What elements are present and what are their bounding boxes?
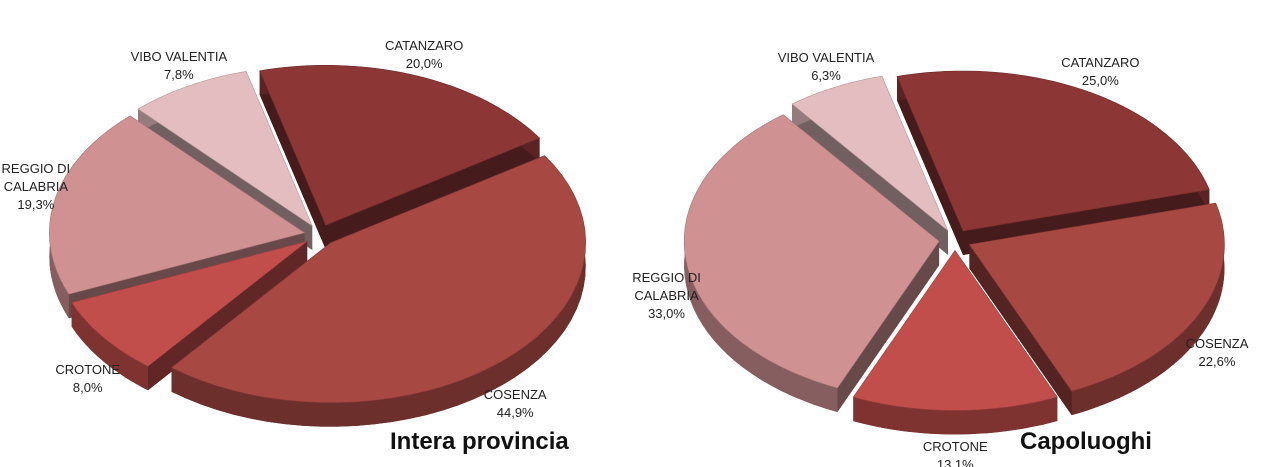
slice-side bbox=[684, 114, 838, 412]
slice bbox=[170, 155, 587, 403]
value-label: 20,0% bbox=[405, 55, 443, 71]
value-label: 33,0% bbox=[648, 306, 685, 322]
category-label: CATANZARO bbox=[385, 37, 464, 53]
slice bbox=[137, 71, 313, 227]
slice-side bbox=[1071, 203, 1225, 416]
slice-label: CATANZARO 20,0% bbox=[369, 37, 479, 73]
chart-title: Intera provincia bbox=[390, 428, 569, 455]
slice-side bbox=[897, 76, 963, 256]
slice bbox=[896, 70, 1210, 232]
value-label: 19,3% bbox=[17, 196, 55, 212]
category-label: VIBO VALENTIA bbox=[130, 48, 228, 64]
slice-side bbox=[148, 241, 308, 391]
slice-label: VIBO VALENTIA 7,8% bbox=[124, 48, 234, 84]
slice-label: REGGIO DI CALABRIA 19,3% bbox=[0, 160, 91, 214]
slice-side bbox=[853, 397, 1058, 435]
category-label: CROTONE bbox=[55, 361, 121, 377]
slice bbox=[259, 65, 541, 226]
category-label: CATANZARO bbox=[1061, 55, 1140, 71]
value-label: 7,8% bbox=[164, 66, 194, 82]
slice-side bbox=[259, 70, 326, 250]
value-label: 22,6% bbox=[1198, 354, 1236, 370]
slice-label: CROTONE 8,0% bbox=[33, 361, 143, 397]
category-label: COSENZA bbox=[1185, 336, 1249, 352]
slice-label: VIBO VALENTIA 6,3% bbox=[771, 49, 881, 85]
category-label: VIBO VALENTIA bbox=[777, 49, 875, 65]
slice-side bbox=[171, 155, 586, 427]
slice bbox=[852, 249, 1058, 411]
value-label: 44,9% bbox=[496, 405, 534, 421]
slice-side bbox=[837, 241, 940, 412]
chart-title: Capoluoghi bbox=[1020, 428, 1152, 455]
slice bbox=[968, 202, 1225, 392]
slice bbox=[49, 115, 306, 295]
slice-side bbox=[71, 302, 148, 391]
value-label: 25,0% bbox=[1081, 73, 1119, 89]
value-label: 8,0% bbox=[72, 379, 103, 395]
slice-side bbox=[325, 138, 540, 250]
category-label: COSENZA bbox=[483, 387, 547, 403]
value-label: 13,1% bbox=[936, 457, 974, 467]
slice-label: COSENZA 44,9% bbox=[460, 386, 570, 422]
category-label: CROTONE bbox=[922, 439, 988, 455]
category-label: REGGIO DI CALABRIA bbox=[1, 160, 71, 194]
value-label: 6,3% bbox=[811, 67, 841, 83]
category-label: REGGIO DI CALABRIA bbox=[632, 270, 701, 304]
slice-label: REGGIO DI CALABRIA 33,0% bbox=[612, 269, 722, 323]
slice-side bbox=[969, 244, 1072, 416]
slice-label: CROTONE 13,1% bbox=[900, 438, 1010, 467]
slice-label: COSENZA 22,6% bbox=[1162, 335, 1264, 371]
slice-label: CATANZARO 25,0% bbox=[1045, 54, 1155, 90]
slice bbox=[791, 75, 949, 231]
slice bbox=[71, 241, 308, 367]
slice bbox=[683, 114, 940, 389]
